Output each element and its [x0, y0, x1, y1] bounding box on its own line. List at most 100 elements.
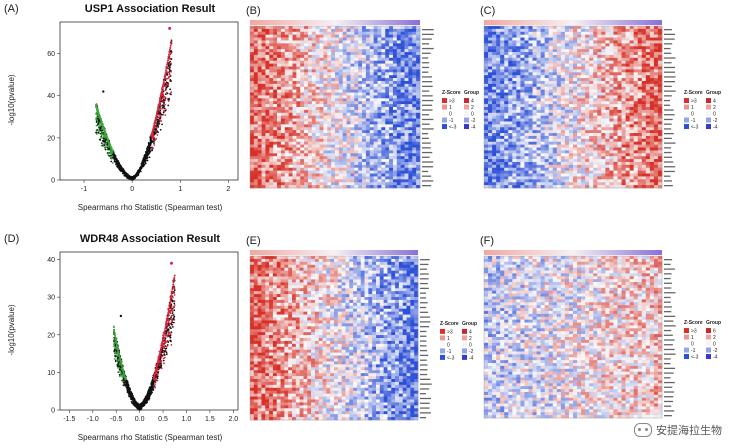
- heatmap-cell: [288, 83, 293, 88]
- heatmap-cell: [362, 147, 367, 151]
- heatmap-cell: [331, 118, 336, 122]
- heatmap-cell: [338, 57, 344, 62]
- heatmap-cell: [381, 153, 386, 157]
- heatmap-cell: [327, 121, 332, 125]
- heatmap-cell: [335, 34, 340, 38]
- heatmap-cell: [277, 92, 282, 96]
- heatmap-cell: [296, 54, 301, 59]
- heatmap-cell: [311, 144, 316, 148]
- heatmap-cell: [365, 138, 371, 143]
- heatmap-cell: [338, 40, 344, 44]
- heatmap-cell: [377, 179, 382, 183]
- heatmap-cell: [269, 98, 274, 102]
- heatmap-cell: [365, 115, 371, 119]
- heatmap-cell: [269, 144, 274, 148]
- heatmap-cell: [381, 34, 386, 38]
- heatmap-cell: [319, 107, 324, 111]
- heatmap-cell: [288, 98, 293, 102]
- heatmap-cell: [319, 69, 324, 73]
- heatmap-cell: [315, 69, 320, 73]
- heatmap-cell: [277, 159, 282, 163]
- data-point: [113, 334, 116, 337]
- data-point: [99, 125, 102, 127]
- heatmap-cell: [389, 43, 394, 47]
- heatmap-cell: [304, 176, 309, 180]
- heatmap-cell: [381, 150, 386, 154]
- heatmap-cell: [273, 83, 278, 88]
- data-point: [149, 150, 152, 153]
- heatmap-cell: [319, 63, 324, 67]
- heatmap-cell: [250, 179, 255, 183]
- heatmap-cell: [346, 170, 351, 174]
- heatmap-cell: [335, 28, 340, 33]
- heatmap-cell: [269, 156, 274, 160]
- data-point: [171, 290, 174, 293]
- heatmap-cell: [342, 49, 347, 53]
- heatmap-cell: [346, 159, 351, 163]
- data-point: [159, 109, 162, 112]
- heatmap-cell: [389, 28, 394, 33]
- heatmap-cell: [354, 161, 359, 166]
- heatmap-cell: [373, 95, 378, 99]
- heatmap-cell: [338, 170, 344, 174]
- heatmap-cell: [296, 147, 301, 151]
- heatmap-cell: [335, 147, 340, 151]
- heatmap-cell: [369, 101, 374, 105]
- data-point: [168, 331, 171, 334]
- data-point: [114, 336, 117, 339]
- heatmap-cell: [335, 182, 340, 186]
- heatmap-cell: [296, 135, 301, 140]
- volcano-plot-wdr48: WDR48 Association Result -log10(pvalue) …: [7, 233, 239, 442]
- heatmap-cell: [365, 78, 371, 82]
- heatmap-cell: [265, 98, 270, 102]
- data-point: [145, 152, 148, 155]
- heatmap-cell: [300, 161, 305, 166]
- heatmap-cell: [280, 28, 286, 33]
- heatmap-cell: [346, 43, 351, 47]
- heatmap-cell: [327, 89, 332, 93]
- heatmap-cell: [354, 40, 359, 44]
- heatmap-cell: [288, 101, 293, 105]
- heatmap-cell: [342, 109, 347, 114]
- heatmap-cell: [250, 164, 255, 169]
- heatmap-cell: [373, 26, 378, 30]
- heatmap-cell: [338, 78, 344, 82]
- heatmap-cell: [277, 153, 282, 157]
- heatmap-cell: [323, 46, 328, 50]
- heatmap-cell: [350, 167, 355, 171]
- data-point: [170, 294, 173, 297]
- heatmap-cell: [257, 112, 262, 116]
- heatmap-cell: [338, 147, 344, 151]
- heatmap-cell: [300, 69, 305, 73]
- heatmap-cell: [385, 28, 390, 33]
- heatmap-cell: [354, 115, 359, 119]
- heatmap-cell: [304, 92, 309, 96]
- heatmap-cell: [304, 156, 309, 160]
- data-point: [173, 309, 176, 312]
- heatmap-cell: [381, 147, 386, 151]
- heatmap-cell: [284, 130, 289, 134]
- heatmap-cell: [253, 57, 259, 62]
- heatmap-cell: [315, 159, 320, 163]
- heatmap-cell: [304, 34, 309, 38]
- heatmap-cell: [373, 83, 378, 88]
- heatmap-cell: [338, 60, 344, 64]
- heatmap-cell: [346, 112, 351, 116]
- heatmap-cell: [342, 83, 347, 88]
- heatmap-cell: [327, 31, 332, 35]
- heatmap-cell: [335, 115, 340, 119]
- data-point: [119, 366, 122, 369]
- data-point: [162, 83, 165, 86]
- heatmap-cell: [362, 69, 367, 73]
- heatmap-cell: [389, 112, 394, 116]
- heatmap-cell: [331, 40, 336, 44]
- heatmap-cell: [358, 78, 363, 82]
- heatmap-cell: [269, 80, 274, 85]
- heatmap-cell: [300, 150, 305, 154]
- heatmap-cell: [327, 167, 332, 171]
- heatmap-cell: [346, 86, 351, 90]
- heatmap-cell: [358, 121, 363, 125]
- heatmap-cell: [373, 141, 378, 145]
- heatmap-cell: [373, 161, 378, 166]
- heatmap-cell: [257, 176, 262, 180]
